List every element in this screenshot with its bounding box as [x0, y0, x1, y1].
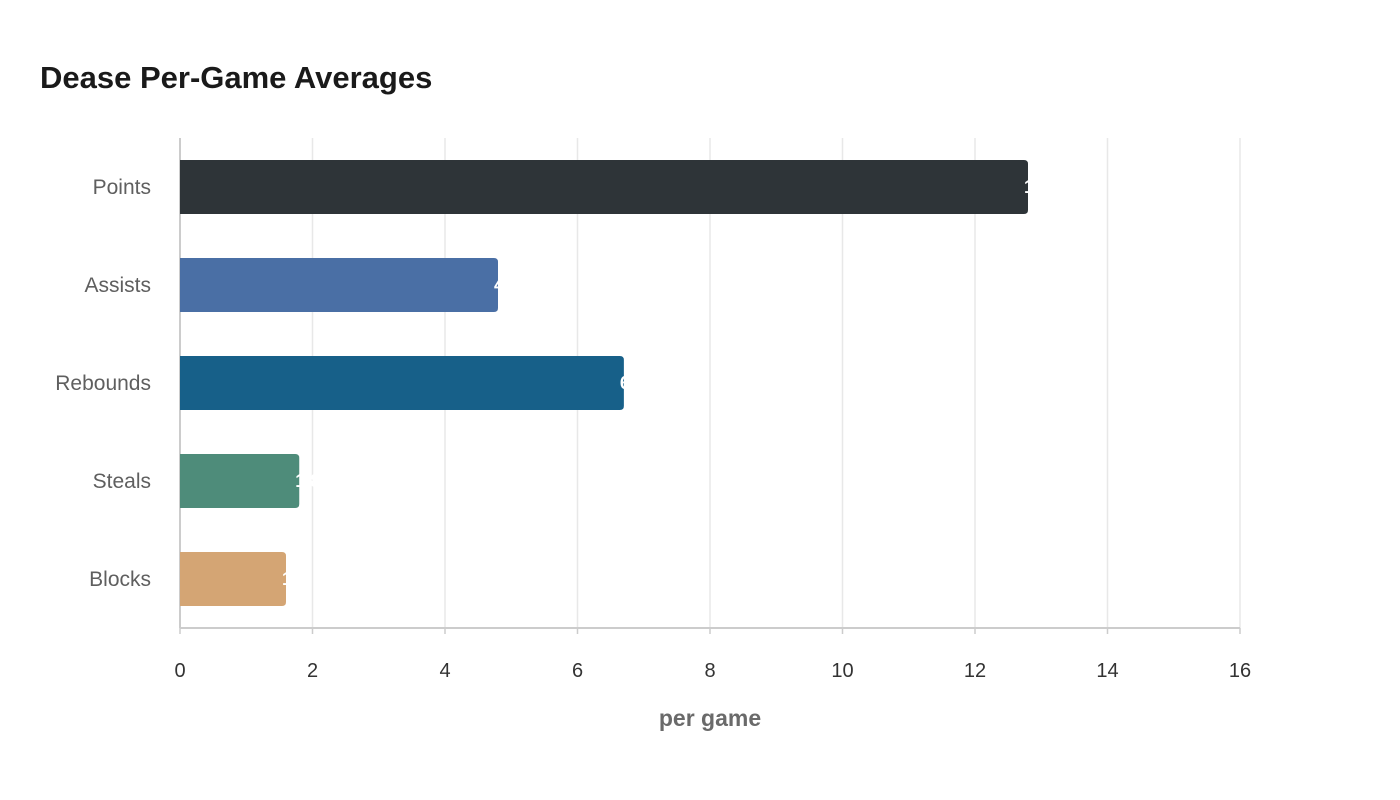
x-tick-label: 0	[174, 660, 185, 682]
x-tick-label: 14	[1096, 660, 1118, 682]
bar-value-label: 1.6	[282, 569, 307, 589]
category-label: Blocks	[89, 568, 151, 591]
x-tick-labels: 0 2 4 6 8 10 12 14 16	[174, 660, 1251, 682]
bar-rebounds	[180, 356, 624, 410]
bars: 12.8 4.8 6.7 1.8 1.6	[180, 160, 1059, 606]
category-label: Points	[93, 176, 151, 199]
chart-title: Dease Per-Game Averages	[40, 60, 433, 95]
x-tick-label: 16	[1229, 660, 1251, 682]
category-label: Rebounds	[55, 372, 151, 395]
bar-steals	[180, 454, 300, 508]
bar-value-label: 6.7	[620, 373, 645, 393]
category-label: Steals	[93, 470, 151, 493]
category-label: Assists	[84, 274, 151, 297]
bar-blocks	[180, 552, 286, 606]
x-tick-label: 12	[964, 660, 986, 682]
x-tick-label: 8	[704, 660, 715, 682]
x-tick-label: 2	[307, 660, 318, 682]
x-tick-label: 4	[439, 660, 450, 682]
bar-assists	[180, 258, 498, 312]
bar-value-label: 4.8	[494, 275, 519, 295]
bar-value-label: 12.8	[1024, 177, 1059, 197]
x-tick-label: 10	[831, 660, 853, 682]
x-tick-label: 6	[572, 660, 583, 682]
bar-points	[180, 160, 1028, 214]
category-labels: Points Assists Rebounds Steals Blocks	[55, 176, 151, 591]
bar-value-label: 1.8	[295, 471, 320, 491]
x-axis-title: per game	[659, 705, 761, 731]
